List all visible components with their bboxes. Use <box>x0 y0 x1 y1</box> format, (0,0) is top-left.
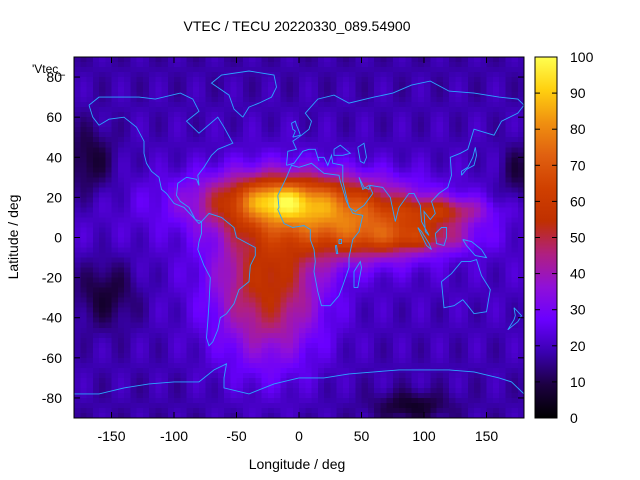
colorbar-tick-label: 30 <box>570 302 586 318</box>
colorbar-tick-label: 10 <box>570 374 586 390</box>
colorbar-tick-label: 0 <box>570 410 578 426</box>
coastline-borneo <box>434 227 447 247</box>
y-tick-label: 60 <box>46 109 62 125</box>
x-tick-label: 0 <box>295 428 303 444</box>
coastlines <box>74 70 524 395</box>
plot-area: -150 -100 -50 0 50 100 150 -80 -60 -40 -20 0 20 40 60… <box>42 56 525 444</box>
coastline-lake-victoria <box>338 239 342 244</box>
colorbar-tick-label: 20 <box>570 338 586 354</box>
y-tick-label: -20 <box>42 270 62 286</box>
coastline-new-guinea <box>462 239 488 259</box>
coastline-africa <box>277 162 364 307</box>
y-tick-label: 40 <box>46 149 62 165</box>
y-tick-label: 20 <box>46 189 62 205</box>
colorbar-tick-label: 90 <box>570 85 586 101</box>
x-tick-label: 100 <box>412 428 436 444</box>
coastline-black-sea <box>333 144 352 156</box>
coastline-britain <box>290 120 301 138</box>
coastline-antarctica <box>74 363 524 395</box>
coastline-australia <box>441 259 491 315</box>
colorbar-ticks: 0 10 20 30 40 50 60 70 80 90 100 <box>535 49 594 426</box>
colorbar-tick-label: 80 <box>570 121 586 137</box>
coastline-north-america <box>88 92 234 225</box>
x-tick-label: 150 <box>475 428 499 444</box>
x-tick-label: -50 <box>226 428 246 444</box>
y-tick-label: 0 <box>54 230 62 246</box>
coastline-caspian <box>357 142 367 164</box>
coastline-lake-tanganyika <box>334 245 339 254</box>
x-axis: -150 -100 -50 0 50 100 150 <box>97 57 498 444</box>
y-tick-label: -80 <box>42 390 62 406</box>
coastline-japan <box>461 147 477 176</box>
y-axis-label: Latitude / deg <box>5 195 21 280</box>
colorbar-tick-label: 40 <box>570 266 586 282</box>
y-tick-label: -60 <box>42 350 62 366</box>
vtec-heatmap <box>74 57 524 418</box>
coastline-south-america <box>197 212 256 347</box>
series-label: 'Vtec_ <box>32 62 65 76</box>
colorbar-tick-label: 60 <box>570 193 586 209</box>
chart-title: VTEC / TECU 20220330_089.54900 <box>183 18 410 34</box>
coastline-new-zealand <box>507 307 523 331</box>
x-tick-label: 50 <box>354 428 370 444</box>
colorbar-tick-label: 100 <box>570 49 594 65</box>
y-tick-label: -40 <box>42 310 62 326</box>
coastline-sumatra <box>417 227 432 250</box>
colorbar-tick-label: 50 <box>570 230 586 246</box>
colorbar: 0 10 20 30 40 50 60 70 80 90 100 <box>534 49 594 426</box>
colorbar-tick-label: 70 <box>570 157 586 173</box>
y-axis: -80 -60 -40 -20 0 20 40 60 80 <box>42 69 524 406</box>
x-tick-label: -150 <box>97 428 125 444</box>
coastline-madagascar <box>353 260 362 289</box>
x-axis-label: Longitude / deg <box>249 456 346 472</box>
coastline-greenland <box>210 70 277 118</box>
coastline-eurasia <box>286 80 524 236</box>
y-tick-label: 80 <box>46 69 62 85</box>
x-tick-label: -100 <box>160 428 188 444</box>
